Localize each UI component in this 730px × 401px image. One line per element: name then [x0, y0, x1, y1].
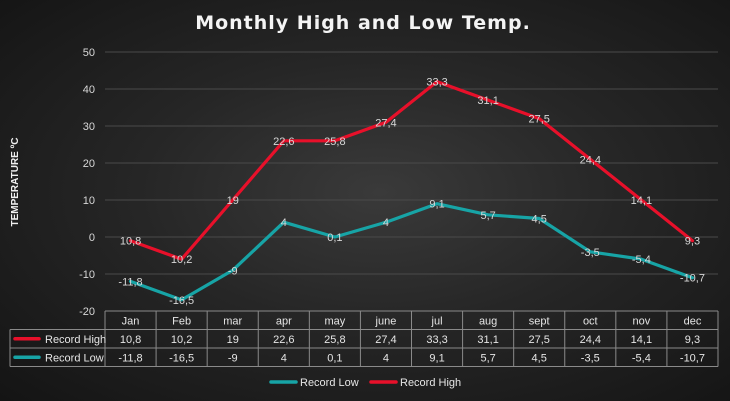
- data-label: -10,7: [680, 273, 705, 285]
- table-header-cell: dec: [684, 315, 702, 327]
- table-header-cell: apr: [276, 315, 292, 327]
- table-cell: -3,5: [581, 352, 600, 364]
- data-label: 9,3: [685, 236, 700, 248]
- table-cell: 14,1: [631, 334, 652, 346]
- table-row-label: Record High: [45, 334, 106, 346]
- data-label: 33,3: [426, 77, 447, 89]
- table-cell: 22,6: [273, 334, 294, 346]
- table-row-label: Record Low: [45, 352, 104, 364]
- y-axis-ticks: -20 -10 0 10 20 30 40 50: [79, 47, 95, 318]
- table-header-cell: sept: [529, 315, 550, 327]
- table-cell: -16,5: [169, 352, 194, 364]
- y-tick-label: 50: [83, 47, 95, 59]
- data-label: 10,8: [120, 236, 141, 248]
- data-label: -5,4: [632, 254, 651, 266]
- table-header-cell: mar: [223, 315, 242, 327]
- data-label: 27,5: [528, 114, 549, 126]
- y-tick-label: 0: [89, 232, 95, 244]
- y-tick-label: 20: [83, 158, 95, 170]
- y-tick-label: 30: [83, 121, 95, 133]
- y-tick-label: 40: [83, 84, 95, 96]
- y-tick-label: -10: [79, 269, 95, 281]
- data-label: 14,1: [631, 195, 652, 207]
- table-cell: 33,3: [426, 334, 447, 346]
- table-cell: 9,1: [429, 352, 444, 364]
- series-line-record-high: [128, 79, 695, 261]
- table-cell: 4,5: [532, 352, 547, 364]
- table-cell: 19: [227, 334, 239, 346]
- legend-item-label: Record Low: [300, 377, 359, 389]
- table-cell: 10,8: [120, 334, 141, 346]
- data-label: -9: [228, 265, 238, 277]
- data-label: 31,1: [477, 95, 498, 107]
- table-cell: 27,4: [375, 334, 396, 346]
- table-cell: 27,5: [528, 334, 549, 346]
- y-axis-label: TEMPERATURE ºC: [10, 137, 21, 226]
- legend: Record Low Record High: [269, 377, 461, 389]
- table-cell: 4: [281, 352, 287, 364]
- table-cell: 31,1: [477, 334, 498, 346]
- legend-item-label: Record High: [400, 377, 461, 389]
- y-tick-label: -20: [79, 306, 95, 318]
- table-header-cell: jul: [431, 315, 443, 327]
- series: [128, 79, 695, 302]
- table-header-cell: nov: [633, 315, 651, 327]
- chart-title: Monthly High and Low Temp.: [195, 12, 531, 34]
- table-cell: -10,7: [680, 352, 705, 364]
- table-cell: -11,8: [118, 352, 142, 364]
- data-label: 4,5: [532, 214, 547, 226]
- gridlines: [105, 51, 718, 275]
- data-label: 10,2: [171, 254, 192, 266]
- table-header-cell: oct: [583, 315, 598, 327]
- data-label: -3,5: [581, 247, 600, 259]
- data-label: 25,8: [324, 136, 345, 148]
- table-cell: -9: [228, 352, 238, 364]
- data-label: -16,5: [169, 295, 194, 307]
- data-table: Jan Feb mar apr may june jul aug sept oct nov dec Re…: [9, 310, 719, 367]
- data-label: 19: [227, 195, 239, 207]
- data-label: 4: [281, 217, 287, 229]
- table-cell: 5,7: [480, 352, 495, 364]
- table-header-cell: june: [375, 315, 397, 327]
- data-label: 0,1: [327, 232, 342, 244]
- data-label: 24,4: [580, 154, 601, 166]
- data-label: 22,6: [273, 136, 294, 148]
- data-label: 27,4: [375, 117, 396, 129]
- table-cell: 4: [383, 352, 389, 364]
- table-cell: -5,4: [632, 352, 651, 364]
- table-header-cell: Jan: [122, 315, 140, 327]
- table-header-cell: may: [324, 315, 345, 327]
- y-tick-label: 10: [83, 195, 95, 207]
- data-labels: 10,8 10,2 19 22,6 25,8 27,4 33,3 31,1 27,5 24,4 14…: [118, 77, 705, 307]
- table-cell: 24,4: [580, 334, 601, 346]
- table-header-cell: Feb: [172, 315, 191, 327]
- data-label: 5,7: [480, 210, 495, 222]
- table-cell: 0,1: [327, 352, 342, 364]
- table-header-cell: aug: [479, 315, 497, 327]
- data-label: 4: [383, 217, 389, 229]
- data-label: -11,8: [118, 276, 142, 288]
- table-cell: 9,3: [685, 334, 700, 346]
- series-line-record-low: [128, 202, 695, 302]
- table-cell: 25,8: [324, 334, 345, 346]
- table-cell: 10,2: [171, 334, 192, 346]
- data-label: 9,1: [429, 199, 444, 211]
